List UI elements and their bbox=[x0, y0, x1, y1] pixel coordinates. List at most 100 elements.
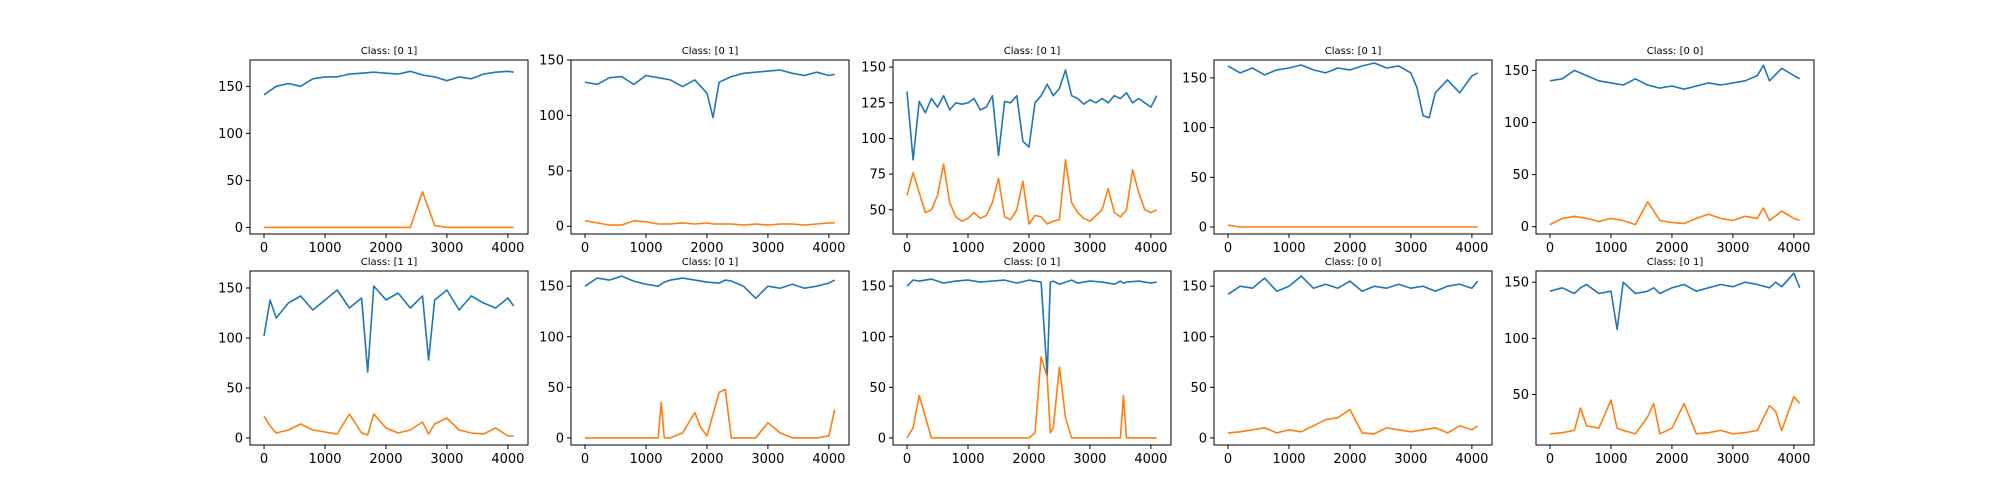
x-tick-label: 2000 bbox=[1012, 452, 1045, 467]
subplot-title: Class: [0 1] bbox=[1647, 257, 1704, 268]
subplot-2: 0 1000 2000 3000 4000 0 50 100 150 Class: [0 1] bbox=[539, 46, 850, 256]
subplot-4: 0 1000 2000 3000 4000 0 50 100 150 Class: [0 1] bbox=[1182, 46, 1493, 256]
y-tick-label: 100 bbox=[861, 132, 886, 147]
y-tick-label: 0 bbox=[1199, 221, 1207, 236]
axes-frame bbox=[249, 59, 529, 235]
x-tick-label: 2000 bbox=[1012, 241, 1045, 256]
y-tick-label: 50 bbox=[1512, 388, 1529, 403]
subplot-8: 0 1000 2000 3000 4000 0 50 100 150 Class: [0 1] bbox=[861, 257, 1172, 467]
series-line-0 bbox=[1549, 272, 1801, 331]
x-tick-label: 0 bbox=[260, 452, 268, 467]
y-tick-label: 100 bbox=[1182, 330, 1207, 345]
x-tick-label: 0 bbox=[581, 241, 589, 256]
x-tick-label: 4000 bbox=[1777, 452, 1810, 467]
y-tick-label: 150 bbox=[1504, 64, 1529, 79]
x-tick-label: 1000 bbox=[629, 452, 662, 467]
y-tick-label: 50 bbox=[869, 203, 886, 218]
series-line-1 bbox=[906, 159, 1158, 225]
y-tick-label: 125 bbox=[861, 96, 886, 111]
y-tick-label: 0 bbox=[235, 221, 243, 236]
y-tick-label: 150 bbox=[218, 80, 243, 95]
subplot-title: Class: [0 0] bbox=[1325, 257, 1382, 268]
x-tick-label: 3000 bbox=[430, 241, 463, 256]
series-line-1 bbox=[1549, 200, 1800, 226]
subplot-10: 0 1000 2000 3000 4000 50 100 150 Class: [0 1] bbox=[1504, 257, 1815, 467]
subplot-9: 0 1000 2000 3000 4000 0 50 100 150 Class: [0 0] bbox=[1182, 257, 1493, 467]
subplot-title: Class: [0 1] bbox=[361, 46, 418, 57]
x-tick-label: 3000 bbox=[751, 452, 784, 467]
series-line-0 bbox=[584, 69, 835, 119]
x-tick-label: 1000 bbox=[1594, 452, 1627, 467]
x-tick-label: 4000 bbox=[491, 452, 524, 467]
x-tick-label: 4000 bbox=[1455, 452, 1488, 467]
series-line-1 bbox=[1227, 224, 1478, 228]
x-tick-label: 3000 bbox=[1394, 241, 1427, 256]
y-tick-label: 0 bbox=[556, 431, 564, 446]
axes-frame bbox=[892, 59, 1172, 235]
x-tick-label: 1000 bbox=[308, 241, 341, 256]
y-tick-label: 0 bbox=[1521, 220, 1529, 235]
series-line-0 bbox=[263, 70, 514, 96]
axes-frame bbox=[249, 270, 529, 446]
series-line-1 bbox=[264, 190, 514, 229]
subplot-7: 0 1000 2000 3000 4000 0 50 100 150 Class: [0 1] bbox=[539, 257, 850, 467]
y-tick-label: 150 bbox=[539, 54, 564, 69]
y-tick-label: 150 bbox=[539, 280, 564, 295]
x-tick-label: 4000 bbox=[491, 241, 524, 256]
y-tick-label: 100 bbox=[1504, 332, 1529, 347]
y-tick-label: 0 bbox=[878, 431, 886, 446]
subplot-1: 0 1000 2000 3000 4000 0 50 100 150 Class: [0 1] bbox=[218, 46, 529, 256]
x-tick-label: 1000 bbox=[629, 241, 662, 256]
y-tick-label: 150 bbox=[861, 61, 886, 76]
x-tick-label: 3000 bbox=[1716, 241, 1749, 256]
subplot-title: Class: [0 1] bbox=[1004, 46, 1061, 57]
x-tick-label: 4000 bbox=[812, 241, 845, 256]
x-tick-label: 2000 bbox=[369, 452, 402, 467]
y-tick-label: 50 bbox=[1190, 381, 1207, 396]
x-tick-label: 0 bbox=[1546, 241, 1554, 256]
x-tick-label: 4000 bbox=[1134, 241, 1167, 256]
x-tick-label: 1000 bbox=[1272, 452, 1305, 467]
y-tick-label: 50 bbox=[547, 164, 564, 179]
series-line-1 bbox=[1549, 395, 1801, 435]
series-line-1 bbox=[584, 219, 835, 226]
subplot-title: Class: [0 0] bbox=[1647, 46, 1704, 57]
y-tick-label: 100 bbox=[218, 332, 243, 347]
series-line-0 bbox=[906, 69, 1158, 161]
y-tick-label: 150 bbox=[1182, 280, 1207, 295]
x-tick-label: 0 bbox=[1224, 241, 1232, 256]
x-tick-label: 3000 bbox=[1394, 452, 1427, 467]
x-tick-label: 0 bbox=[260, 241, 268, 256]
series-line-0 bbox=[1227, 275, 1479, 295]
x-tick-label: 2000 bbox=[690, 241, 723, 256]
x-tick-label: 3000 bbox=[430, 452, 463, 467]
x-tick-label: 0 bbox=[903, 241, 911, 256]
y-tick-label: 0 bbox=[235, 432, 243, 447]
x-tick-label: 1000 bbox=[1594, 241, 1627, 256]
x-tick-label: 2000 bbox=[1333, 241, 1366, 256]
x-tick-label: 3000 bbox=[751, 241, 784, 256]
series-line-1 bbox=[906, 356, 1157, 439]
series-line-0 bbox=[906, 278, 1157, 377]
subplot-title: Class: [0 1] bbox=[1004, 257, 1061, 268]
subplot-title: Class: [0 1] bbox=[682, 257, 739, 268]
y-tick-label: 50 bbox=[869, 381, 886, 396]
subplot-title: Class: [0 1] bbox=[1325, 46, 1382, 57]
y-tick-label: 100 bbox=[1504, 116, 1529, 131]
x-tick-label: 2000 bbox=[369, 241, 402, 256]
x-tick-label: 4000 bbox=[1777, 241, 1810, 256]
x-tick-label: 2000 bbox=[1655, 241, 1688, 256]
x-tick-label: 3000 bbox=[1073, 241, 1106, 256]
x-tick-label: 2000 bbox=[1333, 452, 1366, 467]
y-tick-label: 100 bbox=[861, 330, 886, 345]
y-tick-label: 75 bbox=[869, 168, 886, 183]
x-tick-label: 4000 bbox=[1134, 452, 1167, 467]
y-tick-label: 50 bbox=[1190, 171, 1207, 186]
x-tick-label: 1000 bbox=[308, 452, 341, 467]
subplot-title: Class: [0 1] bbox=[682, 46, 739, 57]
x-tick-label: 1000 bbox=[951, 452, 984, 467]
y-tick-label: 50 bbox=[226, 174, 243, 189]
subplot-6: 0 1000 2000 3000 4000 0 50 100 150 Class: [1 1] bbox=[218, 257, 529, 467]
series-line-1 bbox=[1227, 408, 1479, 435]
